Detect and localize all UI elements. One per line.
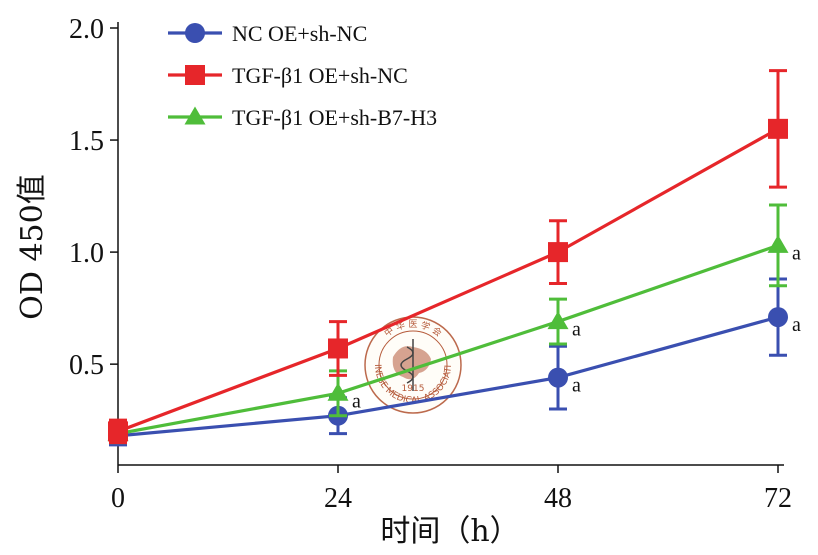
legend: NC OE+sh-NC TGF-β1 OE+sh-NC TGF-β1 OE+sh-B… <box>168 21 437 130</box>
y-axis-title: OD 450值 <box>15 174 50 319</box>
legend-label: TGF-β1 OE+sh-B7-H3 <box>232 105 437 130</box>
significance-label: a <box>792 314 801 336</box>
data-point <box>767 234 789 253</box>
x-tick-label: 0 <box>111 483 125 514</box>
significance-label: a <box>572 319 581 341</box>
axes: 0.5 1.0 1.5 2.0 0 24 48 72 <box>69 14 792 514</box>
data-point <box>768 307 788 328</box>
series-2 <box>107 203 789 445</box>
y-tick-label: 0.5 <box>69 350 104 381</box>
series-1 <box>108 69 788 445</box>
legend-item: TGF-β1 OE+sh-NC <box>168 63 408 88</box>
series-line <box>117 315 779 438</box>
legend-marker <box>185 23 205 43</box>
significance-label: a <box>352 390 361 412</box>
significance-label: a <box>572 375 581 397</box>
data-point <box>548 242 568 263</box>
annotations: a a a a a <box>352 242 801 412</box>
y-tick-label: 1.0 <box>69 238 104 269</box>
y-tick-label: 2.0 <box>69 14 104 45</box>
series-line <box>117 127 779 433</box>
seal-serpent <box>400 346 414 384</box>
data-point <box>768 118 788 139</box>
data-point <box>328 338 348 359</box>
legend-item: NC OE+sh-NC <box>168 21 367 46</box>
data-point <box>108 421 128 442</box>
x-tick-label: 72 <box>764 483 792 514</box>
series-group <box>107 69 789 447</box>
significance-label: a <box>792 242 801 264</box>
data-point <box>327 382 349 401</box>
y-tick-label: 1.5 <box>69 126 104 157</box>
data-point <box>547 311 569 330</box>
legend-item: TGF-β1 OE+sh-B7-H3 <box>168 105 437 130</box>
series-line <box>117 243 779 436</box>
x-tick-label: 24 <box>324 483 352 514</box>
legend-marker <box>185 65 205 85</box>
seal-inner-ring <box>378 330 448 400</box>
legend-label: TGF-β1 OE+sh-NC <box>232 63 408 88</box>
x-tick-label: 48 <box>544 483 572 514</box>
legend-label: NC OE+sh-NC <box>232 21 367 46</box>
legend-marker <box>184 106 206 125</box>
x-axis-title: 时间（h） <box>380 514 519 549</box>
seal-year: 1915 <box>402 384 425 394</box>
data-point <box>548 367 568 388</box>
